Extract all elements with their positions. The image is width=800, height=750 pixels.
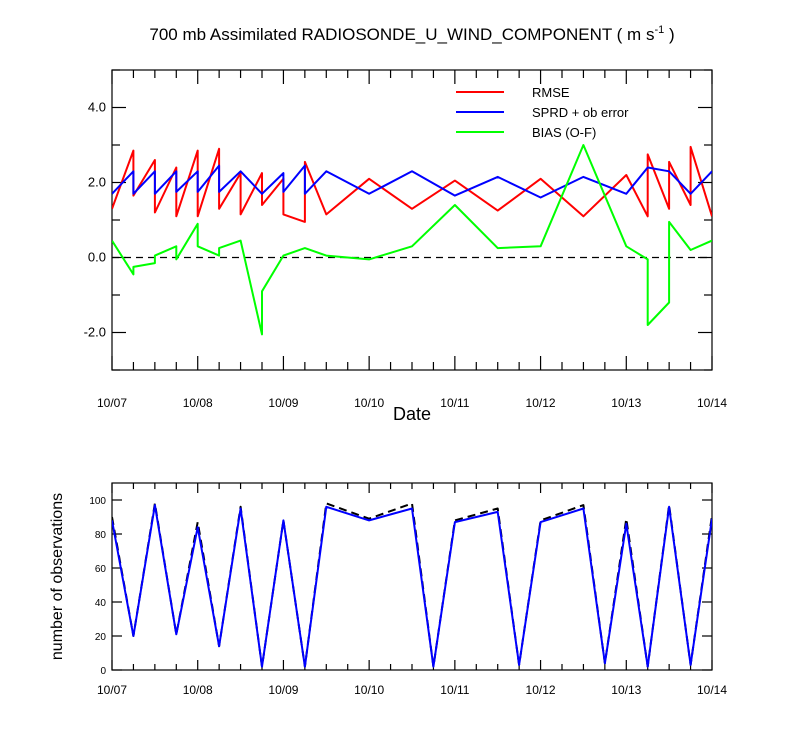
series-line-sprd-ob-error — [112, 164, 712, 199]
x-tick-label: 10/11 — [440, 396, 469, 410]
x-tick-label: 10/09 — [268, 683, 298, 697]
chart-title: 700 mb Assimilated RADIOSONDE_U_WIND_COM… — [149, 24, 674, 44]
x-tick-label: 10/10 — [354, 396, 384, 410]
y-tick-label: 60 — [95, 564, 107, 575]
y-tick-label: 100 — [89, 496, 106, 507]
y-tick-label: 0 — [100, 666, 106, 677]
x-tick-label: 10/12 — [526, 683, 556, 697]
x-tick-label: 10/12 — [526, 396, 556, 410]
top-chart: 10/07 10/08 10/09 10/10 10/11 10/12 10/13 10/14… — [84, 69, 727, 424]
y-tick-label: 2.0 — [88, 175, 106, 190]
y-tick-label: 20 — [95, 632, 107, 643]
x-tick-label: 10/13 — [611, 396, 641, 410]
legend-label: BIAS (O-F) — [532, 125, 596, 140]
series-line-bias-o-f — [112, 144, 712, 336]
x-tick-label: 10/07 — [97, 683, 127, 697]
y-axis-label: number of observations — [49, 493, 66, 660]
x-tick-label: 10/08 — [183, 683, 213, 697]
x-tick-label: 10/09 — [268, 396, 298, 410]
y-tick-label: -2.0 — [84, 325, 106, 340]
legend-label: SPRD + ob error — [532, 105, 629, 120]
x-tick-label: 10/10 — [354, 683, 384, 697]
x-axis-label: Date — [393, 404, 431, 424]
y-tick-label: 4.0 — [88, 100, 106, 115]
chart-title-main: 700 mb Assimilated RADIOSONDE_U_WIND_COM… — [149, 25, 654, 44]
chart-title-superscript: -1 — [654, 24, 664, 36]
series-line-observations-used — [112, 504, 712, 668]
x-tick-label: 10/11 — [440, 683, 469, 697]
chart-title-close: ) — [664, 25, 674, 44]
legend-label: RMSE — [532, 85, 570, 100]
x-tick-label: 10/07 — [97, 396, 127, 410]
series-line-observations-possible — [112, 502, 712, 668]
x-tick-label: 10/14 — [697, 683, 727, 697]
bottom-chart: 10/07 10/08 10/09 10/10 10/11 10/12 10/13 10/14… — [49, 482, 727, 697]
y-tick-label: 40 — [95, 598, 107, 609]
series-line-rmse — [112, 145, 712, 223]
x-tick-label: 10/08 — [183, 396, 213, 410]
y-tick-label: 0.0 — [88, 250, 106, 265]
y-tick-label: 80 — [95, 530, 107, 541]
x-tick-label: 10/14 — [697, 396, 727, 410]
x-tick-label: 10/13 — [611, 683, 641, 697]
